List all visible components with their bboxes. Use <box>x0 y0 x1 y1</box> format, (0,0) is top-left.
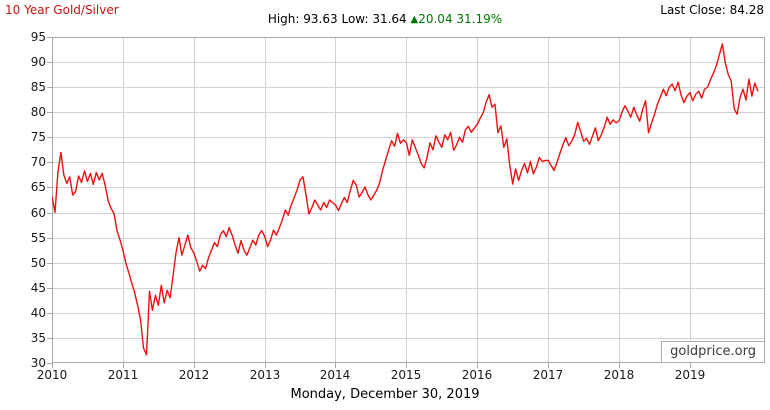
x-tick-label: 2013 <box>249 368 281 382</box>
x-tick-label: 2015 <box>390 368 422 382</box>
high-label: High: <box>267 12 300 26</box>
y-tick-mark <box>47 187 52 188</box>
y-tick-mark <box>47 37 52 38</box>
low-value: 31.64 <box>372 12 407 26</box>
y-tick-mark <box>47 238 52 239</box>
y-tick-mark <box>47 338 52 339</box>
y-tick-label: 95 <box>30 30 46 44</box>
chart-title: 10 Year Gold/Silver <box>5 3 119 17</box>
y-tick-label: 85 <box>30 80 46 94</box>
plot-area <box>52 37 765 363</box>
x-tick-label: 2018 <box>603 368 635 382</box>
footer-date: Monday, December 30, 2019 <box>290 387 480 402</box>
y-tick-mark <box>47 162 52 163</box>
x-tick-mark <box>477 363 478 368</box>
y-tick-label: 80 <box>30 105 46 119</box>
y-tick-label: 35 <box>30 331 46 345</box>
last-close-value: 84.28 <box>729 3 764 17</box>
up-arrow-icon: ▲ <box>410 14 419 25</box>
x-tick-mark <box>194 363 195 368</box>
x-tick-label: 2012 <box>178 368 210 382</box>
x-tick-label: 2016 <box>461 368 493 382</box>
y-tick-label: 90 <box>30 55 46 69</box>
y-tick-label: 30 <box>30 356 46 370</box>
x-tick-mark <box>123 363 124 368</box>
y-tick-label: 45 <box>30 281 46 295</box>
x-tick-mark <box>406 363 407 368</box>
x-tick-label: 2017 <box>532 368 564 382</box>
y-tick-mark <box>47 87 52 88</box>
y-tick-label: 60 <box>30 206 46 220</box>
y-tick-mark <box>47 137 52 138</box>
x-tick-label: 2014 <box>319 368 351 382</box>
change-group: ▲20.04 31.19% <box>411 12 503 26</box>
last-close: Last Close: 84.28 <box>660 3 764 17</box>
change-value: 20.04 <box>418 12 453 26</box>
low-label: Low: <box>341 12 369 26</box>
x-tick-mark <box>265 363 266 368</box>
y-tick-label: 65 <box>30 180 46 194</box>
y-tick-mark <box>47 62 52 63</box>
x-tick-label: 2019 <box>674 368 706 382</box>
x-tick-mark <box>52 363 53 368</box>
x-tick-label: 2011 <box>107 368 139 382</box>
y-tick-mark <box>47 363 52 364</box>
y-tick-label: 50 <box>30 256 46 270</box>
last-close-label: Last Close: <box>660 3 726 17</box>
y-tick-label: 55 <box>30 231 46 245</box>
high-value: 93.63 <box>303 12 338 26</box>
x-tick-label: 2010 <box>36 368 68 382</box>
y-tick-mark <box>47 213 52 214</box>
plot-canvas <box>52 37 765 363</box>
high-low-stats: High: 93.63 Low: 31.64 ▲20.04 31.19% <box>0 12 770 26</box>
y-tick-mark <box>47 263 52 264</box>
price-line <box>52 43 759 356</box>
x-tick-mark <box>690 363 691 368</box>
x-tick-mark <box>335 363 336 368</box>
y-tick-mark <box>47 288 52 289</box>
y-tick-label: 70 <box>30 155 46 169</box>
x-tick-mark <box>548 363 549 368</box>
change-percent: 31.19% <box>456 12 503 26</box>
y-tick-label: 75 <box>30 130 46 144</box>
y-tick-mark <box>47 313 52 314</box>
watermark-link[interactable]: goldprice.org <box>661 341 765 363</box>
y-tick-mark <box>47 112 52 113</box>
y-tick-label: 40 <box>30 306 46 320</box>
x-tick-mark <box>619 363 620 368</box>
